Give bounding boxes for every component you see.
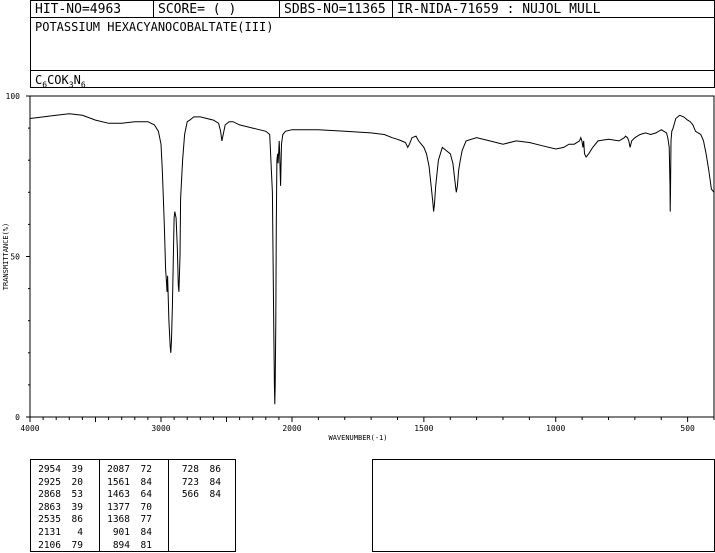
formula-c-sub: 6 — [42, 80, 48, 90]
peak-transmittance: 20 — [71, 476, 83, 488]
peak-wavenumber: 2087 — [107, 464, 130, 475]
peak-row: 723 84 — [171, 477, 221, 490]
peak-row: 2087 72 — [102, 464, 152, 477]
peak-transmittance: 81 — [140, 539, 152, 551]
structure-box — [372, 459, 715, 552]
peak-column-3: 728 86 723 84 566 84 — [171, 464, 221, 502]
ir-spectrum-chart: 4000 3000 2000 1500 1000 500 0 50 100 WAVENUMBER(… — [2, 92, 715, 442]
peak-wavenumber: 566 — [181, 489, 199, 501]
peak-row: 1377 70 — [102, 502, 152, 515]
ir-info: IR-NIDA-71659 : NUJOL MULL — [397, 2, 601, 17]
formula-mid: COK — [47, 73, 69, 87]
peak-wavenumber: 2954 — [38, 464, 61, 475]
x-tick-label: 1500 — [414, 424, 433, 433]
x-tick-label: 1000 — [546, 424, 565, 433]
header-bar: HIT-NO=4963 SCORE= ( ) SDBS-NO=11365 IR-… — [30, 0, 715, 18]
peak-row: 1561 84 — [102, 477, 152, 490]
peak-transmittance: 84 — [140, 526, 152, 538]
peak-row: 2954 39 — [33, 464, 83, 477]
y-tick-label: 0 — [15, 413, 20, 422]
peak-wavenumber: 2868 — [38, 489, 61, 501]
peak-row: 566 84 — [171, 489, 221, 502]
y-tick-label: 50 — [10, 253, 20, 262]
formula-k-sub: 3 — [68, 80, 74, 90]
formula-n: N — [73, 73, 81, 87]
peak-row: 894 81 — [102, 540, 152, 553]
hit-number: HIT-NO=4963 — [31, 1, 154, 18]
peak-row: 2863 39 — [33, 502, 83, 515]
peak-transmittance: 39 — [71, 464, 83, 475]
peak-transmittance: 84 — [209, 489, 221, 501]
peak-transmittance: 53 — [71, 489, 83, 501]
column-divider — [99, 460, 100, 551]
peak-row: 2131 4 — [33, 527, 83, 540]
peak-row: 901 84 — [102, 527, 152, 540]
peak-row: 2106 79 — [33, 540, 83, 553]
peak-row: 2535 86 — [33, 514, 83, 527]
peak-transmittance: 86 — [71, 514, 83, 526]
peak-row: 1368 77 — [102, 514, 152, 527]
peak-wavenumber: 1561 — [107, 476, 130, 488]
peak-row: 2925 20 — [33, 477, 83, 490]
x-tick-label: 4000 — [20, 424, 39, 433]
peak-wavenumber: 2131 — [38, 526, 61, 538]
peak-transmittance: 84 — [209, 476, 221, 488]
compound-info-box: POTASSIUM HEXACYANOCOBALTATE(III) C6COK3… — [30, 17, 715, 89]
peak-wavenumber: 2535 — [38, 514, 61, 526]
peak-row: 728 86 — [171, 464, 221, 477]
peak-transmittance: 86 — [209, 464, 221, 475]
column-divider — [168, 460, 169, 551]
y-axis-label: TRANSMITTANCE(%) — [2, 223, 10, 290]
peak-wavenumber: 723 — [181, 476, 199, 488]
peak-table: 2954 39 2925 20 2868 53 2863 39 2535 86 2131 4 2106 7… — [30, 459, 236, 552]
formula-c: C — [35, 73, 43, 87]
y-tick-label: 100 — [6, 92, 21, 101]
x-tick-label: 3000 — [151, 424, 170, 433]
peak-transmittance: 4 — [77, 526, 83, 538]
score-field: SCORE= ( ) — [154, 1, 280, 18]
peak-column-2: 2087 72 1561 84 1463 64 1377 70 1368 77 901 84 894 81 — [102, 464, 152, 552]
spectrum-line — [29, 113, 715, 405]
formula-n-sub: 6 — [80, 80, 86, 90]
x-tick-label: 500 — [680, 424, 695, 433]
x-axis-label: WAVENUMBER(-1) — [328, 434, 387, 442]
peak-transmittance: 79 — [71, 539, 83, 551]
peak-wavenumber: 901 — [112, 526, 130, 538]
peak-wavenumber: 2925 — [38, 476, 61, 488]
peak-wavenumber: 2106 — [38, 539, 61, 551]
peak-transmittance: 70 — [140, 501, 152, 513]
peak-wavenumber: 894 — [112, 539, 130, 551]
molecular-formula: C6COK3N6 — [35, 73, 86, 89]
peak-transmittance: 77 — [140, 514, 152, 526]
peak-transmittance: 84 — [140, 476, 152, 488]
peak-wavenumber: 2863 — [38, 501, 61, 513]
peak-wavenumber: 1463 — [107, 489, 130, 501]
peak-transmittance: 72 — [140, 464, 152, 475]
peak-row: 1463 64 — [102, 489, 152, 502]
peak-wavenumber: 728 — [181, 464, 199, 475]
peak-transmittance: 39 — [71, 501, 83, 513]
peak-wavenumber: 1377 — [107, 501, 130, 513]
plot-frame — [29, 95, 715, 418]
sdbs-number: SDBS-NO=11365 — [280, 1, 393, 18]
peak-column-1: 2954 39 2925 20 2868 53 2863 39 2535 86 2131 4 2106 7… — [33, 464, 83, 552]
divider — [31, 70, 714, 71]
peak-row: 2868 53 — [33, 489, 83, 502]
peak-wavenumber: 1368 — [107, 514, 130, 526]
compound-name: POTASSIUM HEXACYANOCOBALTATE(III) — [35, 20, 274, 34]
peak-transmittance: 64 — [140, 489, 152, 501]
x-tick-label: 2000 — [282, 424, 301, 433]
